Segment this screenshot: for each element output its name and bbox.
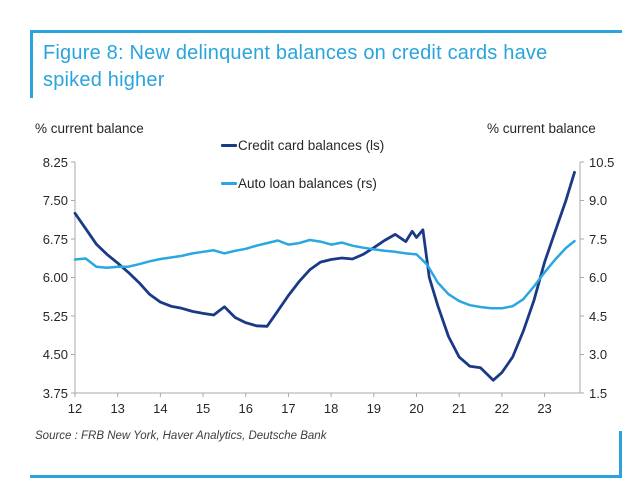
y-left-tick-label: 4.50 [42, 347, 68, 362]
x-tick-label: 13 [110, 401, 125, 416]
source-note: Source : FRB New York, Haver Analytics, … [35, 430, 327, 442]
auto-loan-line-swatch [221, 181, 237, 185]
y-left-tick-label: 8.25 [42, 154, 68, 170]
y-left-tick-label: 6.00 [42, 270, 68, 285]
legend-item-credit-card: Credit card balances (ls) [221, 137, 384, 153]
x-tick-label: 22 [494, 401, 510, 416]
figure-title-line1: Figure 8: New delinquent balances on cre… [43, 42, 548, 64]
y-left-tick-label: 5.25 [42, 308, 68, 324]
legend-item-auto-loan: Auto loan balances (rs) [221, 175, 384, 191]
series-line-credit-card [73, 170, 576, 382]
y-right-tick-label: 6.0 [589, 270, 608, 285]
y-right-tick-label: 1.5 [589, 385, 608, 401]
y-right-tick-label: 10.5 [589, 154, 615, 170]
credit-card-line-swatch [221, 143, 237, 147]
x-tick-label: 17 [281, 401, 296, 416]
y-left-tick-label: 6.75 [42, 231, 68, 247]
x-tick-label: 19 [366, 401, 382, 416]
left-axis-title: % current balance [35, 121, 144, 136]
x-tick-label: 16 [238, 401, 253, 416]
y-left-tick-label: 7.50 [42, 193, 68, 208]
panel-border-right [619, 431, 622, 478]
legend-label-credit-card: Credit card balances (ls) [238, 137, 385, 153]
x-tick-label: 20 [409, 401, 424, 416]
x-tick-label: 21 [451, 401, 467, 416]
x-tick-label: 14 [153, 401, 168, 416]
y-right-tick-label: 4.5 [589, 308, 608, 324]
panel-border-top [30, 30, 622, 33]
y-right-tick-label: 9.0 [589, 193, 608, 208]
y-right-tick-label: 7.5 [589, 231, 608, 247]
right-axis-title: % current balance [487, 121, 596, 136]
x-tick-label: 15 [195, 401, 211, 416]
y-right-tick-label: 3.0 [589, 347, 608, 362]
panel-border-bottom [30, 475, 622, 478]
legend-label-auto-loan: Auto loan balances (rs) [238, 175, 377, 191]
y-left-tick-label: 3.75 [42, 385, 68, 401]
figure-title: Figure 8: New delinquent balances on cre… [43, 40, 603, 94]
series-line-auto-loan [73, 238, 576, 310]
chart-legend: Credit card balances (ls) Auto loan bala… [221, 137, 384, 213]
x-tick-label: 18 [323, 401, 339, 416]
x-tick-label: 12 [67, 401, 83, 416]
figure-title-line2: spiked higher [43, 69, 165, 91]
panel-border-left [30, 30, 33, 98]
x-tick-label: 23 [537, 401, 552, 416]
